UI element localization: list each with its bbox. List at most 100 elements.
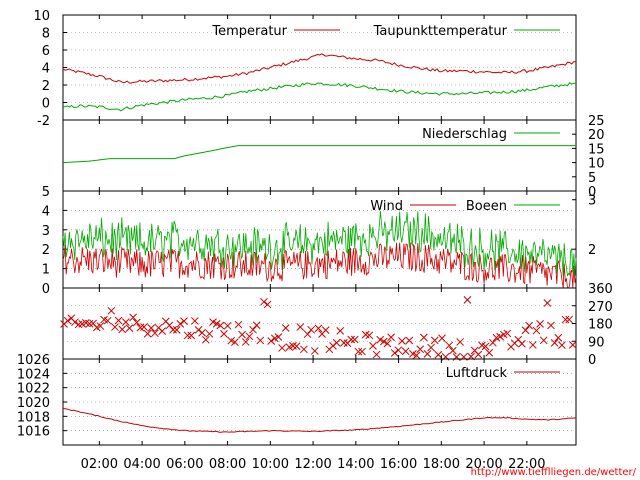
wind-direction-point [172,325,181,334]
wind-direction-point [180,317,188,325]
wind-direction-point [310,347,319,355]
time-tick-label: 22:00 [508,457,545,472]
wind-direction-point [456,338,465,346]
wind-direction-point [176,320,185,328]
wind-direction-point [419,333,428,342]
time-tick-label: 20:00 [465,457,502,472]
wind-direction-point [405,336,414,345]
wind-left-tick-label: 4 [42,204,50,219]
wind-direction-point [260,297,268,306]
pressure-left-tick-label: 1026 [17,353,50,368]
precipitation-right-tick-label: 10 [588,157,605,172]
temperature-legend-label: Temperatur [211,24,287,39]
wind-direction-point [183,331,192,340]
wind-direction-point [314,324,323,333]
wind-direction-point [107,306,116,315]
wind-direction-point [430,336,439,345]
wind-direction-point [96,322,105,330]
wind_direction-right-tick-label: 360 [588,282,613,297]
temperature-left-tick-label: 0 [42,97,50,112]
wind-direction-point [234,320,243,329]
wind-direction-point [372,350,381,359]
wind-direction-point [423,349,432,358]
wind-direction-panel: 360 270 180 90 0 [60,282,613,368]
wind-direction-point [140,323,148,331]
time-tick-label: 16:00 [380,457,417,472]
time-tick-label: 12:00 [294,457,331,472]
wind-direction-point [220,330,228,338]
wind-direction-point [216,321,225,330]
wind-direction-point [114,316,123,325]
wind-direction-point [398,337,406,345]
wind-direction-point [63,316,72,325]
wind-direction-point [198,328,207,337]
wind_direction-right-tick-label: 0 [588,353,596,368]
wind-direction-point [503,329,512,338]
time-axis: 02:00 04:00 06:00 08:00 10:00 12:00 14:00 16:00… [81,15,546,472]
wind-direction-point [347,335,355,344]
wind-direction-point [350,335,359,344]
dewpoint-legend-label: Taupunkttemperatur [373,24,508,39]
wind-direction-point [241,338,250,346]
gust-series [62,211,577,277]
wind-direction-point [231,338,239,346]
wind-direction-point [121,318,130,326]
precipitation-series-niederschlag [62,145,576,164]
precipitation-right-tick-label: 20 [588,128,605,143]
precipitation-right-tick-label: 15 [588,142,605,157]
wind-direction-point [158,327,167,335]
wind-direction-point [412,351,421,360]
wind-direction-point [379,337,388,346]
wind-direction-point [474,350,483,359]
temperature-left-tick-label: 4 [42,62,50,77]
wind-direction-point [278,344,286,352]
wind-direction-point [201,335,210,344]
wind-direction-point [336,327,345,335]
wind-direction-point [256,336,265,345]
precipitation-legend-label: Niederschlag [422,127,507,142]
pressure-left-tick-label: 1018 [17,410,50,425]
time-tick-label: 18:00 [423,457,460,472]
wind-direction-point [394,346,403,355]
wind-direction-point [147,324,156,332]
pressure-left-tick-label: 1016 [17,425,50,440]
wind-direction-point [307,325,316,334]
temperature-left-tick-label: 2 [42,79,50,94]
wind-direction-point [532,326,541,335]
precipitation-right-tick-label: 25 [588,114,605,129]
wind-left-tick-label: 3 [42,224,50,239]
wind-direction-point [369,342,377,350]
wind-direction-point [332,338,341,347]
wind-direction-point [354,347,363,356]
wind-legend-label: Wind [370,199,403,214]
wind-direction-point [550,339,559,347]
wind-direction-point [365,331,374,340]
source-url-link[interactable]: http://www.tiefflliegen.de/wetter/ [471,467,637,478]
pressure-series-luftdruck [62,407,577,433]
wind-left-tick-label: 2 [42,243,50,258]
wind-direction-point [463,296,472,304]
time-tick-label: 04:00 [123,457,160,472]
wind-direction-point [187,331,196,340]
precipitation-right-tick-label: 0 [588,185,596,200]
wind-direction-point [205,329,214,338]
wind-direction-point [321,326,330,334]
wind-direction-point [129,313,137,322]
wind-direction-point [481,342,490,351]
wind-direction-point [547,321,555,330]
wind-direction-point [165,321,174,330]
wind-left-tick-label: 0 [42,282,50,297]
wind-direction-point [267,337,276,345]
wind-direction-point [292,342,301,351]
pressure-left-tick-label: 1020 [17,396,50,411]
wind-direction-point [125,324,134,332]
wind-left-tick-label: 1 [42,263,50,278]
wind-direction-point [212,319,221,328]
wind-direction-point [518,339,526,348]
